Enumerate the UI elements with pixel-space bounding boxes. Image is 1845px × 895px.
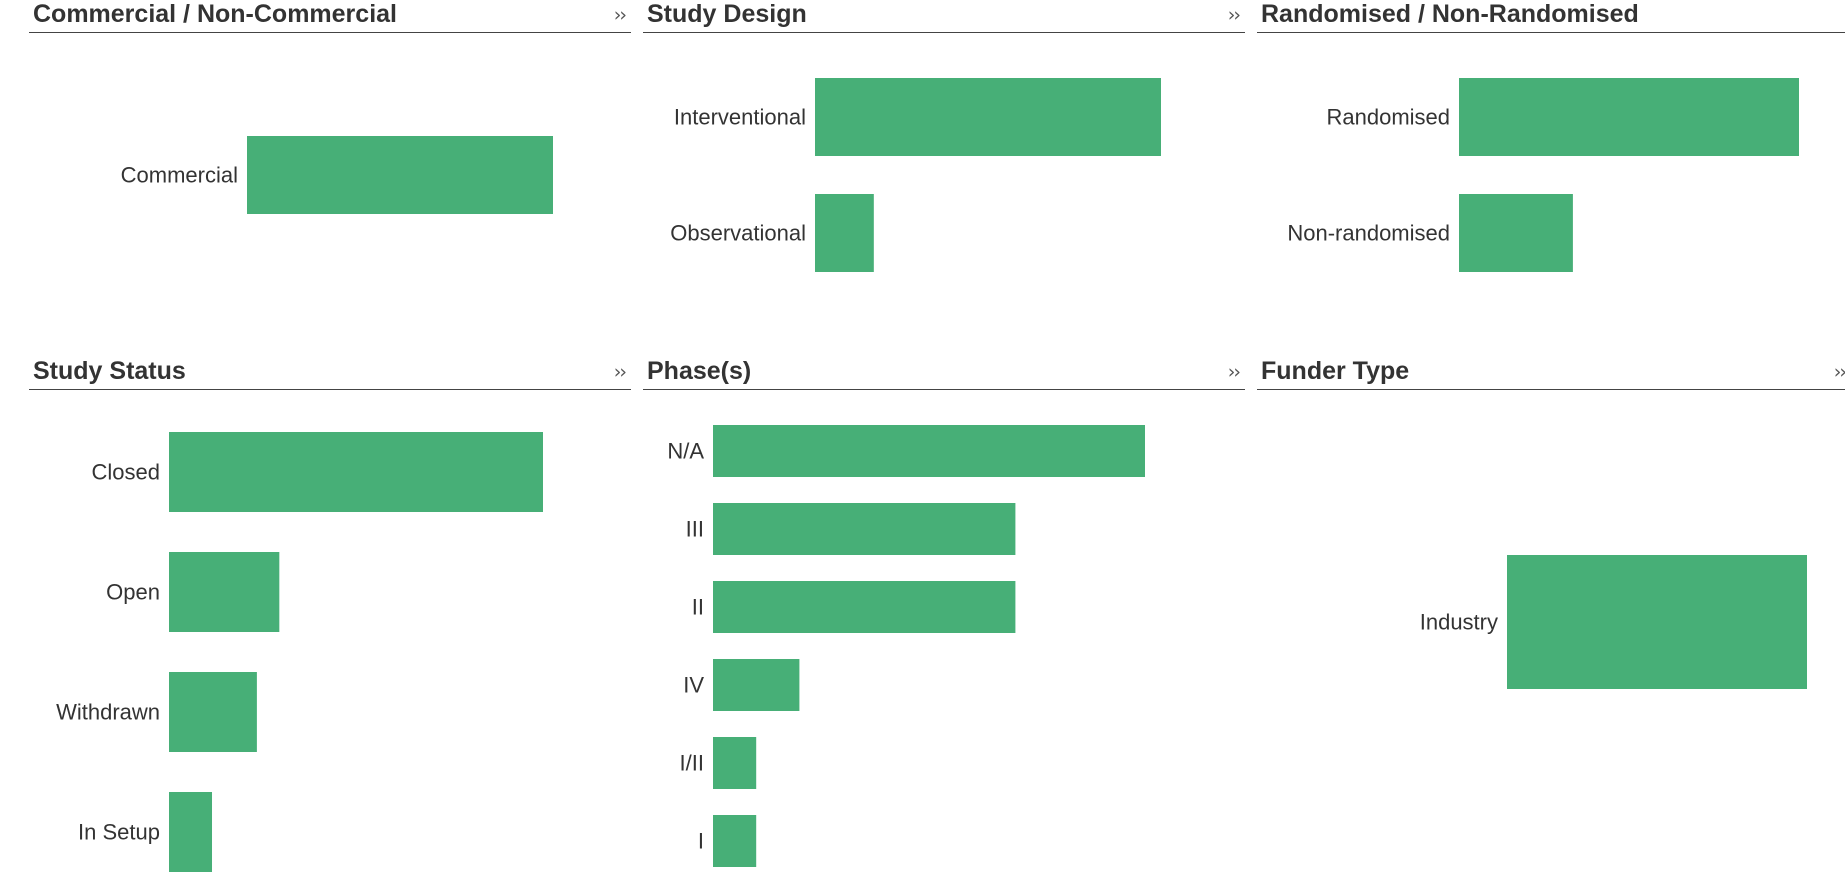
chevrons-right-icon[interactable]: ›› xyxy=(613,361,627,383)
bar[interactable] xyxy=(713,425,1145,477)
panel-randomised: Randomised / Non-Randomised Randomised No… xyxy=(1257,0,1845,330)
category-label: III xyxy=(686,517,704,542)
category-label: II xyxy=(692,595,704,620)
bar[interactable] xyxy=(713,581,1016,633)
panel-header: Study Design ›› xyxy=(643,0,1245,33)
chart-randomised: Randomised Non-randomised xyxy=(1287,78,1799,272)
bar[interactable] xyxy=(713,815,757,867)
bar[interactable] xyxy=(1459,78,1799,156)
category-label: Non-randomised xyxy=(1287,221,1450,246)
bar[interactable] xyxy=(169,672,257,752)
panel-title: Phase(s) xyxy=(647,357,752,385)
panel-phases: Phase(s) ›› N/A III II IV I/II I xyxy=(643,357,1245,887)
bar[interactable] xyxy=(169,552,280,632)
chevrons-right-icon[interactable]: ›› xyxy=(613,4,627,26)
panel-commercial: Commercial / Non-Commercial ›› Commercia… xyxy=(29,0,631,330)
category-label: Withdrawn xyxy=(56,700,160,725)
panel-header: Study Status ›› xyxy=(29,357,631,390)
panel-title: Study Status xyxy=(33,357,186,385)
category-label: I xyxy=(698,829,704,854)
category-label: Commercial xyxy=(121,163,238,188)
panel-header: Phase(s) ›› xyxy=(643,357,1245,390)
panel-title: Study Design xyxy=(647,0,807,28)
bar[interactable] xyxy=(247,136,553,214)
panel-funder-type: Funder Type ›› Industry xyxy=(1257,357,1845,887)
bar[interactable] xyxy=(815,194,874,272)
bar[interactable] xyxy=(815,78,1161,156)
panel-study-status: Study Status ›› Closed Open Withdrawn In Se… xyxy=(29,357,631,887)
chevrons-right-icon[interactable]: ›› xyxy=(1833,361,1845,383)
panel-title: Funder Type xyxy=(1261,357,1410,385)
bar[interactable] xyxy=(169,432,543,512)
bar[interactable] xyxy=(1507,555,1807,689)
chart-study-design: Interventional Observational xyxy=(670,78,1161,272)
panel-header: Randomised / Non-Randomised xyxy=(1257,0,1845,33)
panel-title: Randomised / Non-Randomised xyxy=(1261,0,1639,28)
category-label: Closed xyxy=(92,460,160,485)
panel-header: Funder Type ›› xyxy=(1257,357,1845,390)
panel-study-design: Study Design ›› Interventional Observatio… xyxy=(643,0,1245,330)
bar[interactable] xyxy=(169,792,213,872)
chevrons-right-icon[interactable]: ›› xyxy=(1227,361,1241,383)
chart-study-status: Closed Open Withdrawn In Setup xyxy=(56,432,543,872)
category-label: Open xyxy=(106,580,160,605)
chevrons-right-icon[interactable]: ›› xyxy=(1227,4,1241,26)
bar[interactable] xyxy=(1459,194,1573,272)
panel-header: Commercial / Non-Commercial ›› xyxy=(29,0,631,33)
bar[interactable] xyxy=(713,659,800,711)
category-label: Randomised xyxy=(1326,105,1450,130)
chart-funder-type: Industry xyxy=(1420,555,1807,689)
bar[interactable] xyxy=(713,503,1016,555)
category-label: I/II xyxy=(680,751,704,776)
chart-commercial: Commercial xyxy=(121,136,553,214)
category-label: Industry xyxy=(1420,610,1498,635)
category-label: IV xyxy=(683,673,704,698)
category-label: Interventional xyxy=(674,105,806,130)
bar[interactable] xyxy=(713,737,757,789)
panel-title: Commercial / Non-Commercial xyxy=(33,0,397,28)
category-label: Observational xyxy=(670,221,806,246)
category-label: In Setup xyxy=(78,820,160,845)
category-label: N/A xyxy=(667,439,704,464)
